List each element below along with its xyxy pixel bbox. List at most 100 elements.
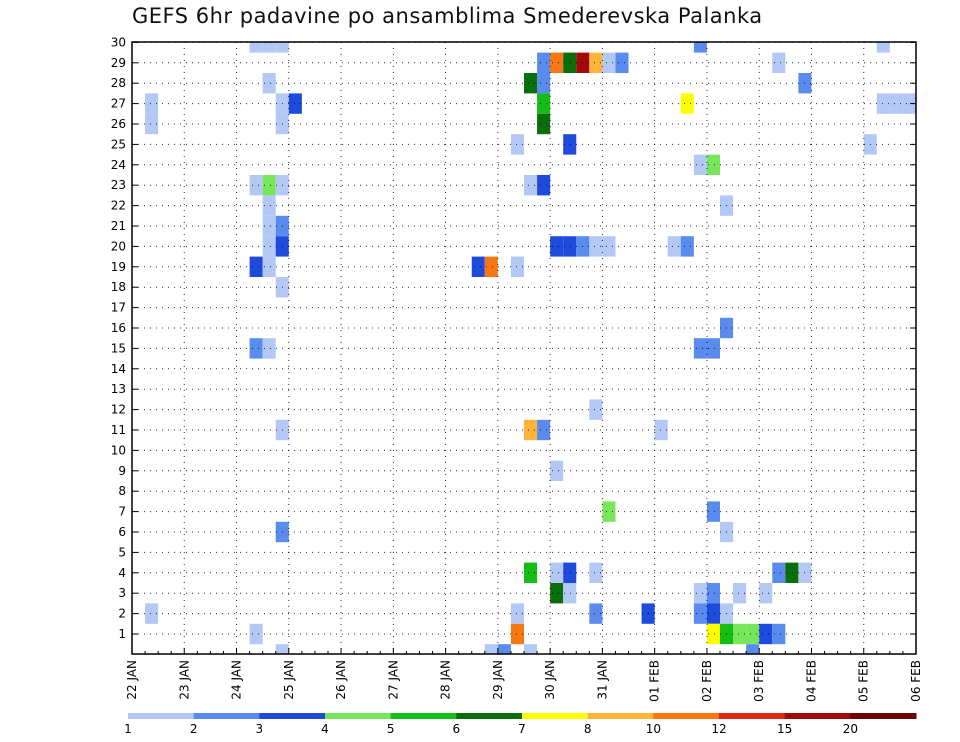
heatmap-cell: [563, 236, 577, 257]
y-tick-label: 1: [118, 627, 126, 641]
y-tick-label: 18: [111, 280, 126, 294]
x-tick-label: 30 JAN: [543, 660, 557, 700]
heatmap-cell: [262, 195, 276, 216]
heatmap-cell: [550, 52, 564, 73]
y-tick-label: 16: [111, 321, 126, 335]
y-tick-label: 19: [111, 260, 126, 274]
y-tick-label: 4: [118, 566, 126, 580]
y-tick-label: 5: [118, 545, 126, 559]
heatmap-cell: [746, 623, 760, 645]
colorbar-label: 4: [321, 722, 329, 736]
heatmap-cell: [733, 583, 747, 604]
heatmap-cell: [288, 93, 302, 114]
heatmap-cell: [550, 236, 564, 257]
colorbar-segment: [128, 713, 195, 719]
x-tick-label: 02 FEB: [700, 660, 714, 702]
heatmap-cell: [876, 42, 890, 53]
heatmap-cell: [524, 175, 538, 196]
y-tick-label: 6: [118, 525, 126, 539]
heatmap-cell: [693, 154, 707, 175]
x-tick-label: 22 JAN: [125, 660, 139, 700]
heatmap-cell: [537, 93, 551, 114]
y-tick-label: 7: [118, 505, 126, 519]
chart-title: GEFS 6hr padavine po ansamblima Smederev…: [132, 4, 763, 28]
heatmap-cell: [693, 338, 707, 359]
y-tick-label: 21: [111, 219, 126, 233]
colorbar-segment: [390, 713, 457, 719]
heatmap-cell: [262, 42, 276, 53]
y-tick-label: 8: [118, 484, 126, 498]
colorbar-segment: [587, 713, 654, 719]
heatmap-cell: [680, 236, 694, 257]
heatmap-cell: [902, 93, 916, 114]
colorbar-segment: [850, 713, 917, 719]
y-tick-label: 3: [118, 586, 126, 600]
heatmap-cell: [563, 134, 577, 155]
heatmap-cell: [589, 562, 603, 583]
heatmap-cell: [537, 175, 551, 196]
x-tick-label: 23 JAN: [177, 660, 191, 700]
ticks-layer: 1234567891011121314151617181920212223242…: [111, 35, 923, 701]
heatmap-cell: [537, 52, 551, 73]
heatmap-cell: [484, 256, 498, 277]
heatmap-cell: [249, 338, 263, 359]
heatmap-cell: [706, 623, 720, 645]
heatmap-cell: [262, 215, 276, 237]
x-tick-label: 28 JAN: [439, 660, 453, 700]
heatmap-cell: [876, 93, 890, 114]
heatmap-cell: [537, 419, 551, 441]
heatmap-cell: [249, 623, 263, 645]
colorbar-segment: [784, 713, 851, 719]
y-tick-label: 23: [111, 178, 126, 192]
colorbar-label: 15: [777, 722, 792, 736]
colorbar-label: 7: [518, 722, 526, 736]
heatmap-cell: [589, 399, 603, 420]
y-tick-label: 12: [111, 403, 126, 417]
heatmap-cell: [759, 583, 773, 604]
colorbar-label: 10: [646, 722, 661, 736]
colorbar-segment: [653, 713, 720, 719]
heatmap-cell: [706, 338, 720, 359]
heatmap-cell: [484, 644, 498, 654]
heatmap-cell: [693, 583, 707, 604]
x-tick-label: 24 JAN: [230, 660, 244, 700]
y-tick-label: 27: [111, 97, 126, 111]
y-tick-label: 10: [111, 443, 126, 457]
heatmap-cell: [510, 603, 524, 624]
heatmap-cell: [537, 73, 551, 94]
x-tick-label: 29 JAN: [491, 660, 505, 700]
heatmap-cell: [706, 603, 720, 624]
heatmap-cell: [654, 419, 668, 441]
heatmap-cell: [510, 134, 524, 155]
heatmap-cell: [537, 113, 551, 135]
heatmap-cell: [706, 583, 720, 604]
y-tick-label: 28: [111, 76, 126, 90]
heatmap-cell: [262, 175, 276, 196]
heatmap-cell: [524, 73, 538, 94]
heatmap-cell: [772, 562, 786, 583]
heatmap-cell: [262, 236, 276, 257]
heatmap-cell: [550, 562, 564, 583]
heatmap-cell: [563, 583, 577, 604]
y-tick-label: 24: [111, 158, 126, 172]
y-tick-label: 11: [111, 423, 126, 437]
heatmap-cell: [602, 501, 616, 522]
heatmap-cell: [145, 603, 159, 624]
y-tick-label: 2: [118, 607, 126, 621]
colorbar: 1 2 3 4 5 6 7 8 10 12 15 20: [124, 713, 917, 736]
x-tick-label: 06 FEB: [909, 660, 923, 702]
heatmap-cell: [733, 623, 747, 645]
heatmap-cell: [249, 256, 263, 277]
colorbar-label: 8: [584, 722, 592, 736]
heatmap-cell: [889, 93, 903, 114]
y-tick-label: 25: [111, 137, 126, 151]
x-tick-label: 27 JAN: [386, 660, 400, 700]
y-tick-label: 22: [111, 199, 126, 213]
colorbar-segment: [719, 713, 786, 719]
heatmap-cell: [249, 175, 263, 196]
y-tick-label: 13: [111, 382, 126, 396]
heatmap-cell: [706, 154, 720, 175]
heatmap-cell: [772, 623, 786, 645]
heatmap-cell: [275, 42, 289, 53]
